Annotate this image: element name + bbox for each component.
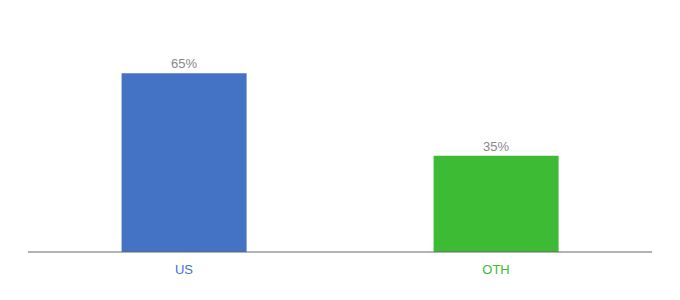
svg-text:US: US xyxy=(175,262,193,277)
svg-text:OTH: OTH xyxy=(482,262,509,277)
svg-text:35%: 35% xyxy=(483,139,509,154)
svg-text:65%: 65% xyxy=(171,56,197,71)
